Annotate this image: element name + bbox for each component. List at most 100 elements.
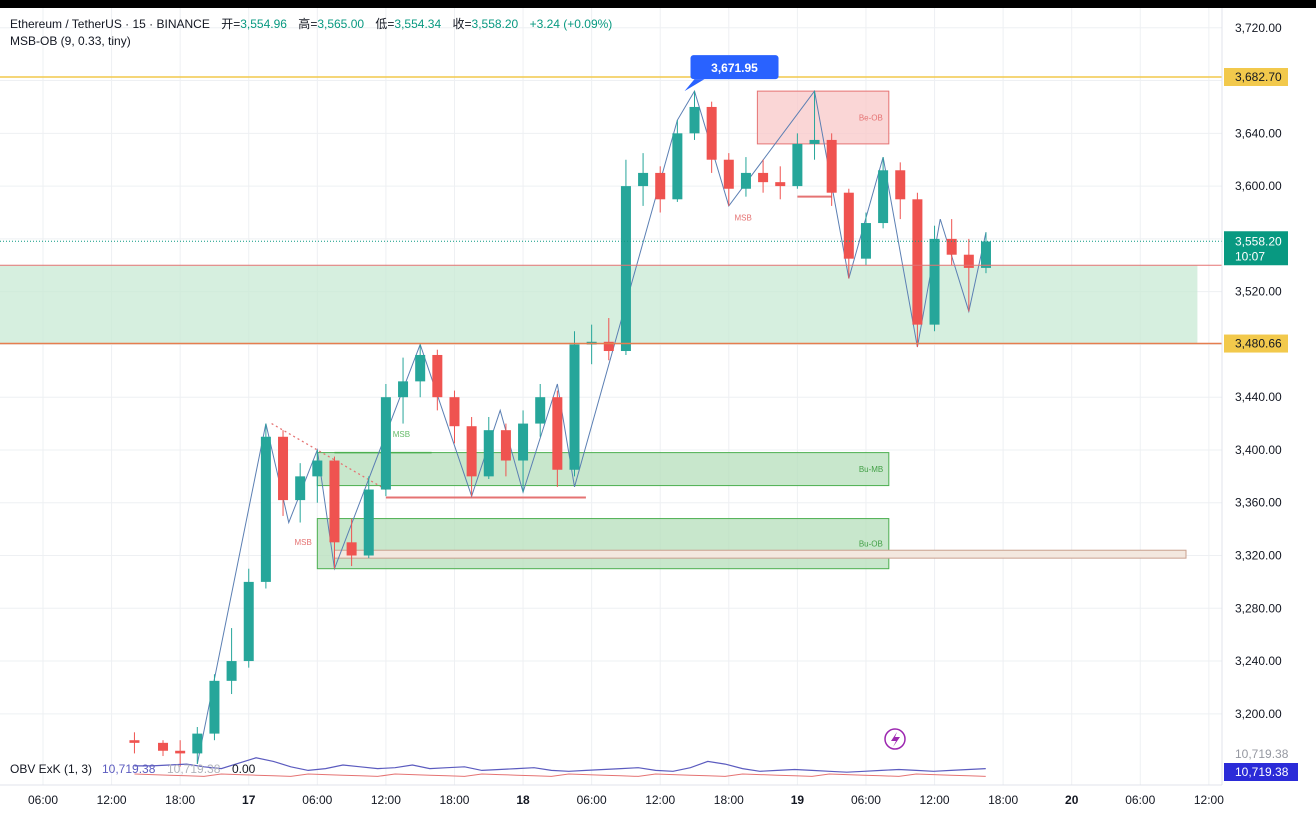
time-tick-label: 12:00 (920, 793, 950, 807)
time-tick-label: 18:00 (988, 793, 1018, 807)
price-tick-label: 3,400.00 (1235, 443, 1282, 457)
open-label: 开 (221, 17, 234, 31)
candle-body (312, 460, 323, 477)
high-value: 3,565.00 (317, 17, 365, 31)
obv-signal-line (134, 773, 986, 777)
candle-body (826, 139, 837, 193)
symbol-title[interactable]: Ethereum / TetherUS · 15 · BINANCE (10, 17, 210, 31)
candle-body (706, 106, 717, 160)
top-bar (0, 0, 1316, 8)
candle-body (243, 581, 254, 662)
time-tick-label: 12:00 (645, 793, 675, 807)
candle-body (672, 133, 683, 200)
bull-ob-zone (316, 518, 890, 570)
support-zone-zone (0, 265, 1198, 344)
price-tick-label: 3,280.00 (1235, 601, 1282, 615)
candle-body (946, 238, 957, 255)
obv-label: OBV ExK (1, 3) (10, 762, 92, 776)
time-tick-label: 20 (1065, 793, 1079, 807)
bear-ob-label: Be-OB (859, 114, 883, 123)
change-value: +3.24 (+0.09%) (529, 17, 613, 31)
candle-body (843, 192, 854, 259)
time-tick-label: 12:00 (1194, 793, 1224, 807)
symbol-row: Ethereum / TetherUS · 15 · BINANCE 开=3,5… (10, 17, 613, 31)
candle-body (466, 426, 477, 477)
candles (129, 91, 991, 767)
candle-body (912, 199, 923, 325)
candle-body (603, 341, 614, 352)
last-price-tag (1224, 231, 1288, 266)
zigzag-lines (196, 89, 987, 765)
high-callout (690, 55, 779, 80)
candle-body (638, 172, 649, 187)
candle-body (398, 381, 409, 398)
candle-body (295, 476, 306, 501)
obv-axis-faded: 10,719.38 (1235, 747, 1289, 761)
zones: Be-OB Bu-MB Bu-OB (0, 90, 1198, 570)
candle-body (758, 172, 769, 183)
obv-value-1: 10,719.38 (102, 762, 156, 776)
candle-body (689, 106, 700, 134)
candle-body (158, 742, 169, 751)
candle-body (209, 680, 220, 734)
candle-body (175, 750, 186, 754)
dotted-trend-line (271, 423, 387, 491)
obv-axis-tag-label: 10,719.38 (1235, 765, 1289, 779)
candle-body (346, 542, 357, 556)
obv-axis-tag (1224, 763, 1298, 781)
candle-body (500, 430, 511, 461)
price-tick-label: 3,520.00 (1235, 285, 1282, 299)
candle-body (569, 344, 580, 470)
price-tick-label: 3,720.00 (1235, 21, 1282, 35)
msb-label: MSB (294, 538, 311, 547)
candle-body (895, 170, 906, 200)
candle-body (415, 354, 426, 382)
time-tick-label: 06:00 (302, 793, 332, 807)
time-tick-label: 12:00 (97, 793, 127, 807)
high-callout-label: 3,671.95 (711, 61, 758, 75)
time-tick-label: 18 (516, 793, 530, 807)
msb-label: MSB (735, 213, 752, 222)
high-label: 高 (298, 17, 311, 31)
close-value: 3,558.20 (471, 17, 519, 31)
obv-value-2: 10,719.38 (167, 762, 221, 776)
candle-body (535, 397, 546, 424)
time-tick-label: 06:00 (1125, 793, 1155, 807)
time-tick-label: 18:00 (714, 793, 744, 807)
annotations: 3,671.95 MSB MSB MSB (294, 55, 906, 750)
candle-body (620, 186, 631, 352)
candle-body (278, 436, 289, 501)
low-label: 低 (375, 17, 388, 31)
time-tick-label: 18:00 (439, 793, 469, 807)
time-axis: 06:00 12:00 18:00 17 06:00 12:00 18:00 18 06:00 1… (0, 784, 1224, 807)
candle-body (192, 733, 203, 754)
candle-body (129, 740, 140, 743)
price-axis: 3,720.003,680.003,640.003,600.003,560.00… (1221, 8, 1288, 785)
price-tick-label: 3,640.00 (1235, 126, 1282, 140)
msb-label: MSB (393, 430, 410, 439)
lightning-icon-circle (884, 728, 906, 750)
bear-ob-zone (756, 90, 890, 145)
candle-body (226, 661, 237, 681)
price-tick-label: 3,200.00 (1235, 707, 1282, 721)
low-value: 3,554.34 (394, 17, 442, 31)
lower-level-tag-label: 3,480.66 (1235, 337, 1282, 351)
time-tick-label: 06:00 (851, 793, 881, 807)
chart-legend: Ethereum / TetherUS · 15 · BINANCE 开=3,5… (10, 16, 612, 50)
candle-body (723, 159, 734, 189)
candle-body (260, 436, 271, 582)
indicator-row[interactable]: MSB-OB (9, 0.33, tiny) (10, 33, 612, 50)
candle-body (483, 430, 494, 477)
lightning-icon (884, 728, 906, 750)
candle-body (792, 143, 803, 187)
candle-body (518, 423, 529, 461)
candle-body (329, 460, 340, 543)
price-tick-label: 3,440.00 (1235, 390, 1282, 404)
upper-level-tag-label: 3,682.70 (1235, 70, 1282, 84)
grid (0, 8, 1222, 785)
candle-body (980, 241, 991, 268)
breaker-box (333, 549, 1187, 559)
time-tick-label: 06:00 (577, 793, 607, 807)
indicator-label[interactable]: MSB-OB (9, 0.33, tiny) (10, 34, 131, 48)
